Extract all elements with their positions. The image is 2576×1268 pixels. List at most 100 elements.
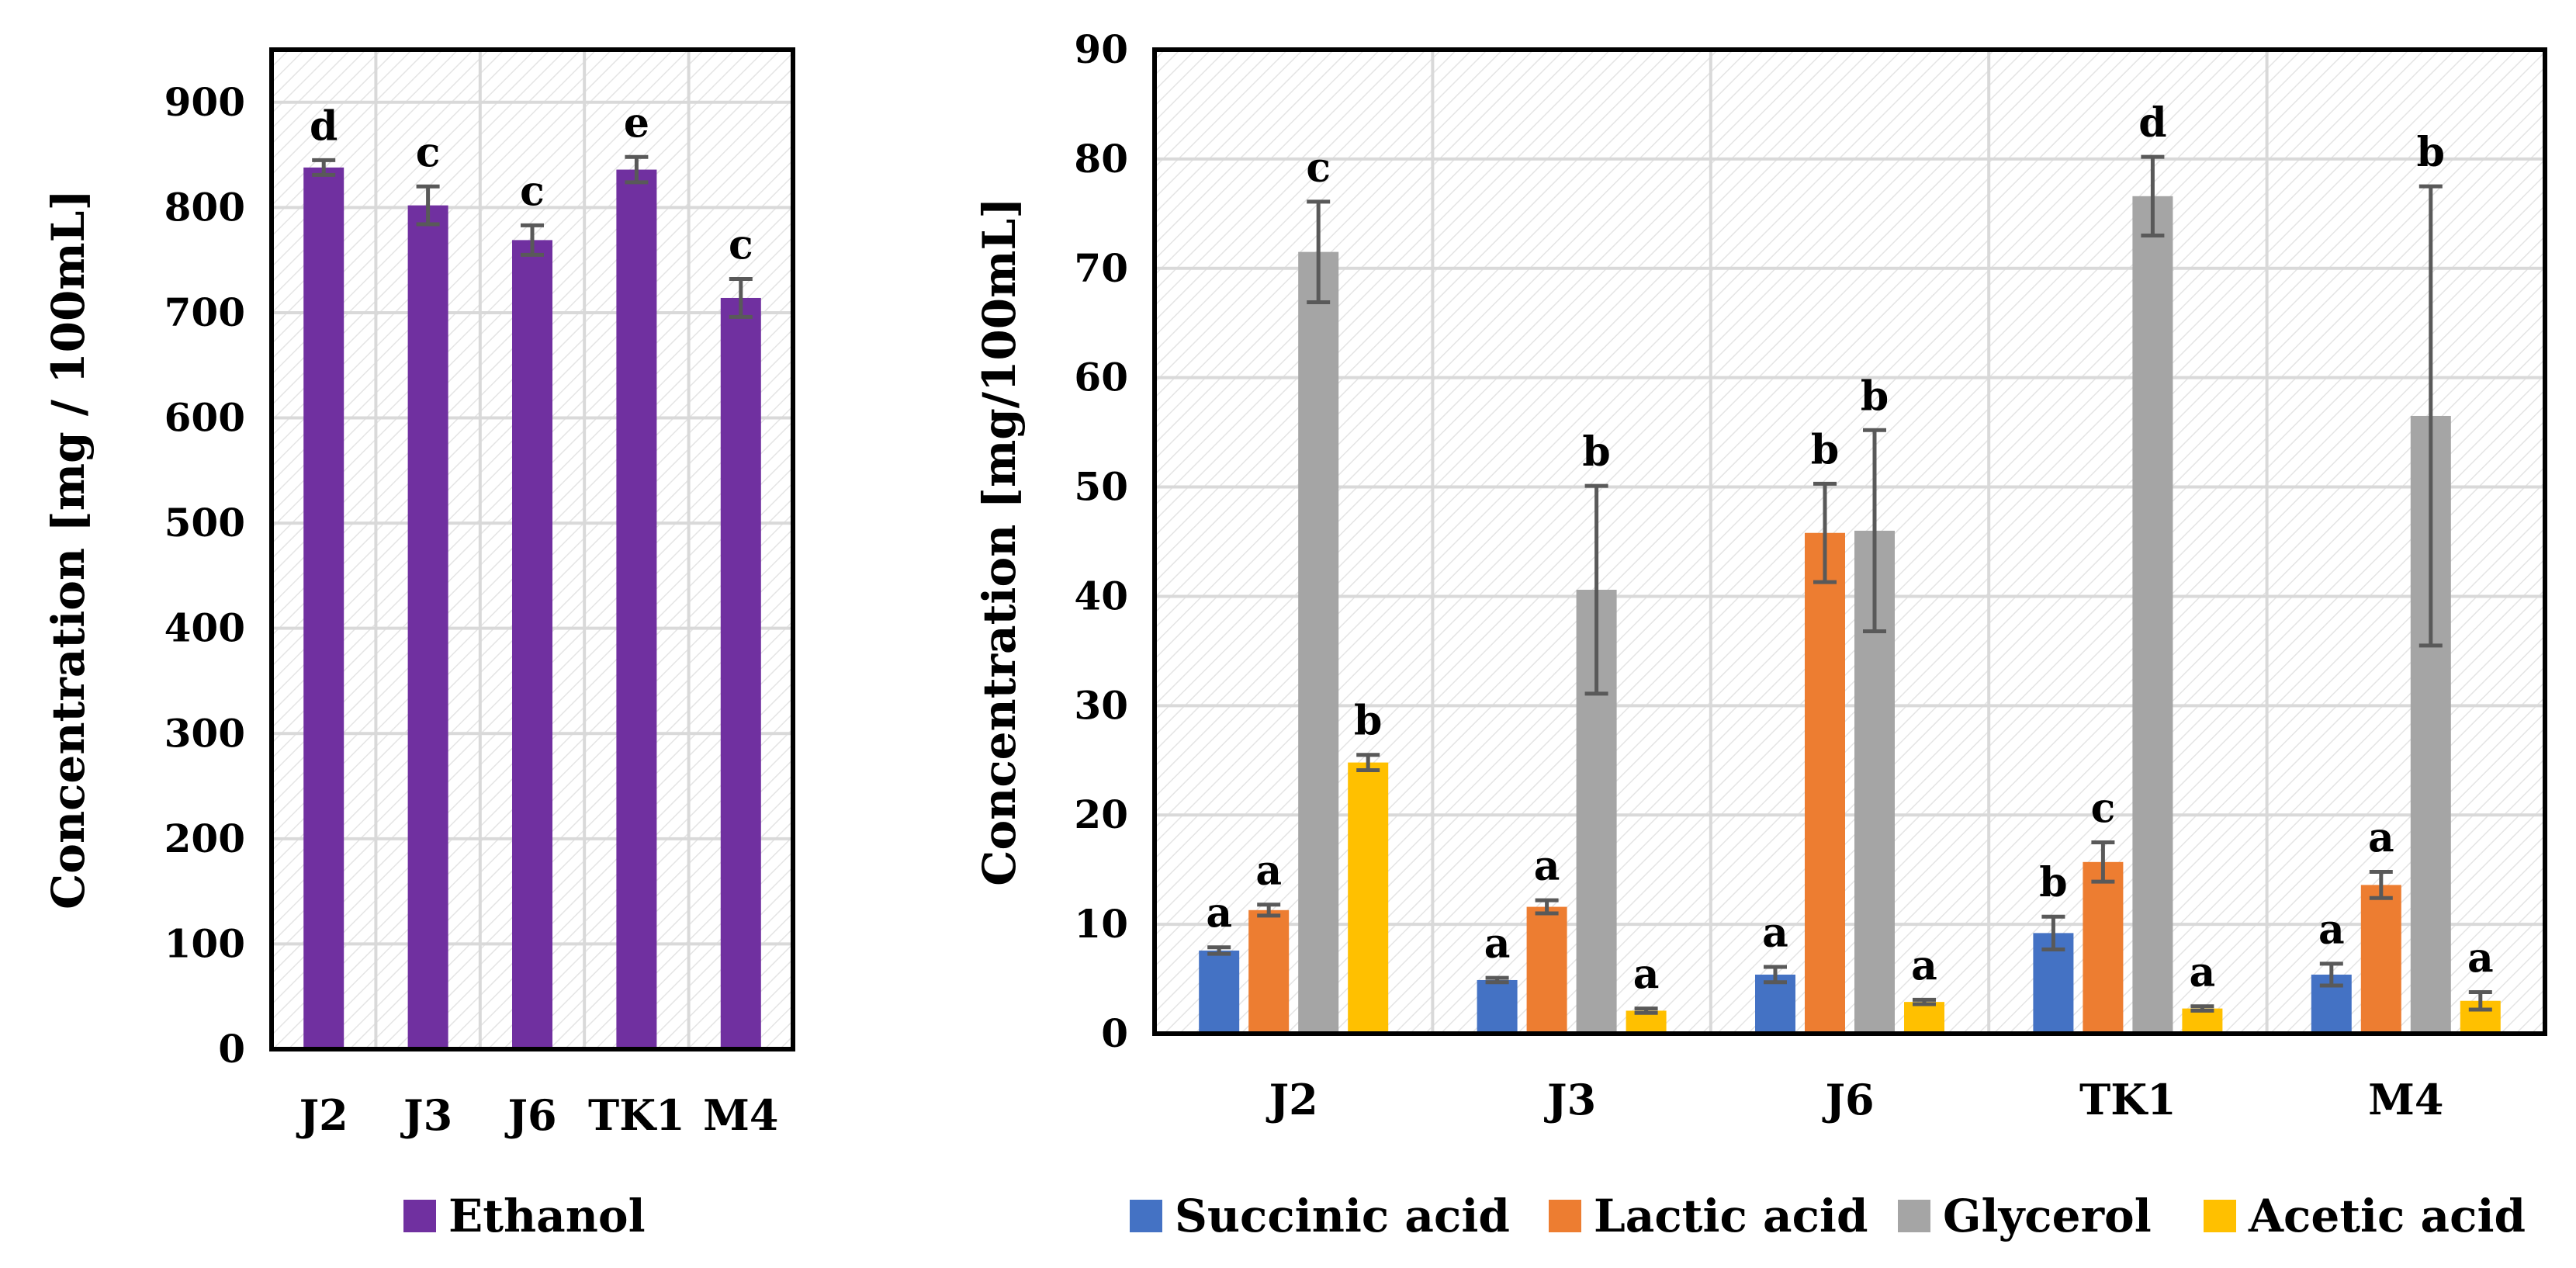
- acids-y-tick-label: 20: [1074, 792, 1128, 837]
- significance-label-acetic-acid-j3: a: [1633, 951, 1660, 999]
- acids-y-tick-labels: 0 10 20 30 40 50 60 70 80 90: [1074, 26, 1128, 1056]
- error-bar-succinic-acid-tk1: [2041, 914, 2065, 952]
- significance-label-ethanol-j3: c: [416, 129, 441, 176]
- ethanol-x-tick-j2: J2: [296, 1090, 348, 1140]
- significance-label-lactic-acid-j6: b: [1811, 426, 1839, 473]
- bar-lactic-acid-j3: [1526, 906, 1567, 1034]
- bar-glycerol-tk1: [2132, 196, 2173, 1034]
- error-bar-glycerol-j3: [1584, 483, 1608, 696]
- ethanol-y-tick-labels: 0 100 200 300 400 500 600 700 800 900: [164, 79, 245, 1072]
- acids-y-tick-label: 30: [1074, 682, 1128, 728]
- ethanol-y-tick-label: 300: [164, 710, 245, 756]
- ethanol-y-tick-label: 900: [164, 79, 245, 125]
- acids-y-tick-label: 90: [1074, 26, 1128, 72]
- acids-x-tick-tk1: TK1: [2079, 1075, 2176, 1124]
- acids-bars: [1199, 196, 2501, 1034]
- significance-label-glycerol-m4: b: [2417, 129, 2445, 176]
- error-bar-ethanol-j2: [312, 158, 336, 177]
- acids-x-tick-j3: J3: [1544, 1075, 1596, 1124]
- significance-label-glycerol-j3: b: [1582, 428, 1610, 476]
- ethanol-y-tick-label: 500: [164, 500, 245, 546]
- legend-label-acetic-acid: Acetic acid: [2248, 1190, 2526, 1242]
- bar-ethanol-j6: [512, 240, 552, 1049]
- bar-succinic-acid-j2: [1199, 950, 1240, 1034]
- bar-lactic-acid-j6: [1805, 532, 1845, 1034]
- bar-ethanol-j2: [303, 167, 345, 1050]
- significance-label-succinic-acid-m4: a: [2318, 906, 2345, 954]
- legend-label-ethanol: Ethanol: [448, 1190, 646, 1242]
- acids-gridlines: [1155, 48, 2545, 1034]
- significance-label-succinic-acid-j2: a: [1206, 890, 1232, 937]
- acids-x-tick-j2: J2: [1266, 1075, 1318, 1124]
- ethanol-y-tick-label: 400: [164, 605, 245, 651]
- bar-succinic-acid-j3: [1477, 979, 1518, 1034]
- significance-label-glycerol-j6: b: [1861, 372, 1889, 420]
- acids-y-axis-label: Concentration [mg/100mL]: [973, 197, 1026, 885]
- legend-swatch-glycerol: [1898, 1200, 1930, 1232]
- acids-y-tick-label: 80: [1074, 136, 1128, 182]
- error-bar-glycerol-m4: [2418, 184, 2443, 648]
- significance-label-glycerol-tk1: d: [2138, 99, 2166, 147]
- error-bar-succinic-acid-j6: [1764, 965, 1787, 985]
- significance-label-succinic-acid-tk1: b: [2039, 859, 2067, 906]
- ethanol-y-tick-label: 800: [164, 184, 245, 230]
- error-bar-ethanol-j3: [416, 184, 440, 227]
- legend-label-succinic-acid: Succinic acid: [1175, 1190, 1510, 1242]
- error-bar-acetic-acid-tk1: [2190, 1004, 2214, 1013]
- error-bar-glycerol-j2: [1307, 199, 1331, 304]
- ethanol-plot-border: [269, 47, 795, 1051]
- bar-ethanol-j3: [407, 205, 448, 1049]
- significance-label-acetic-acid-tk1: a: [2190, 949, 2216, 996]
- bar-glycerol-j2: [1298, 251, 1339, 1034]
- bar-lactic-acid-tk1: [2083, 861, 2124, 1034]
- error-bar-ethanol-j6: [521, 223, 544, 257]
- significance-label-lactic-acid-j3: a: [1534, 843, 1560, 890]
- significance-label-acetic-acid-j2: b: [1354, 698, 1382, 745]
- ethanol-significance-labels: d c c e c: [310, 99, 753, 268]
- legend-swatch-succinic-acid: [1130, 1200, 1162, 1232]
- error-bar-ethanol-tk1: [625, 154, 649, 185]
- significance-label-lactic-acid-m4: a: [2368, 814, 2394, 861]
- bar-ethanol-m4: [720, 297, 761, 1049]
- significance-label-succinic-acid-j6: a: [1762, 909, 1788, 957]
- significance-label-glycerol-j2: c: [1306, 144, 1331, 192]
- error-bar-lactic-acid-j3: [1535, 898, 1559, 916]
- bar-lactic-acid-j2: [1248, 909, 1290, 1034]
- legend-swatch-lactic-acid: [1549, 1200, 1581, 1232]
- ethanol-y-tick-label: 0: [218, 1026, 245, 1072]
- error-bar-acetic-acid-m4: [2468, 989, 2492, 1012]
- ethanol-y-tick-label: 700: [164, 289, 245, 335]
- ethanol-y-tick-label: 600: [164, 395, 245, 441]
- ethanol-y-tick-label: 200: [164, 816, 245, 861]
- acids-y-tick-label: 50: [1074, 464, 1128, 510]
- error-bar-glycerol-tk1: [2141, 154, 2165, 238]
- acids-y-tick-label: 60: [1074, 355, 1128, 400]
- ethanol-y-tick-label: 100: [164, 920, 245, 966]
- ethanol-x-tick-j3: J3: [400, 1090, 452, 1140]
- bar-ethanol-tk1: [616, 169, 657, 1049]
- legend-swatch-ethanol: [403, 1200, 436, 1232]
- ethanol-x-tick-tk1: TK1: [588, 1090, 685, 1140]
- ethanol-error-bars: [312, 154, 753, 319]
- acids-y-tick-label: 0: [1101, 1010, 1128, 1056]
- bar-succinic-acid-j6: [1755, 974, 1795, 1034]
- significance-label-succinic-acid-j3: a: [1484, 920, 1511, 968]
- ethanol-x-tick-m4: M4: [703, 1090, 778, 1140]
- bar-lactic-acid-m4: [2360, 885, 2401, 1034]
- error-bar-succinic-acid-j2: [1207, 945, 1231, 956]
- acids-y-tick-label: 40: [1074, 573, 1128, 618]
- significance-label-lactic-acid-tk1: c: [2091, 785, 2116, 832]
- legend-label-lactic-acid: Lactic acid: [1594, 1190, 1868, 1242]
- error-bar-lactic-acid-j2: [1257, 902, 1281, 918]
- ethanol-y-axis-label: Concentration [mg / 100mL]: [42, 189, 95, 909]
- bar-acetic-acid-tk1: [2182, 1008, 2223, 1034]
- error-bar-glycerol-j6: [1863, 428, 1886, 634]
- legend-label-glycerol: Glycerol: [1943, 1190, 2152, 1242]
- error-bar-acetic-acid-j3: [1634, 1006, 1658, 1015]
- acids-legend: Succinic acid Lactic acid Glycerol Aceti…: [1130, 1190, 2526, 1242]
- acids-y-tick-label: 10: [1074, 901, 1128, 947]
